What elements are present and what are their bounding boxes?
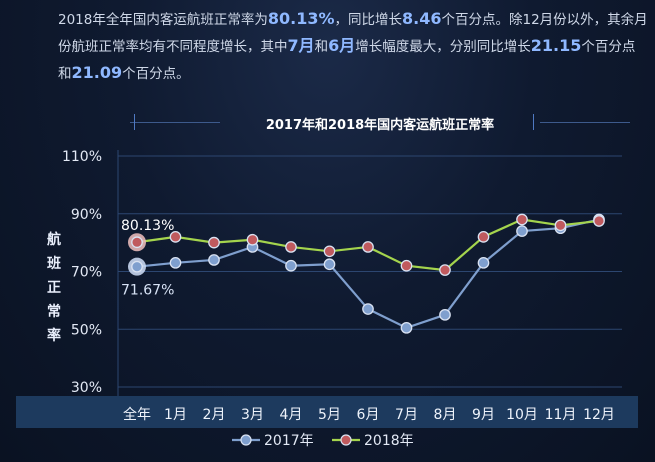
- x-tick-label: 7月: [395, 407, 418, 423]
- data-point-2017: [323, 258, 336, 271]
- intro-text-7: 个百分点。: [122, 66, 190, 82]
- x-tick-label: 2月: [203, 407, 226, 423]
- data-point-2018: [593, 215, 605, 227]
- intro-highlight-rate: 80.13%: [267, 9, 335, 28]
- data-point-2018: [285, 241, 297, 253]
- legend-label-2017: 2017年: [264, 433, 314, 449]
- legend-marker-2017: [240, 434, 252, 446]
- data-point-2018: [169, 231, 182, 243]
- intro-text-5: 增长幅度最大，分别同比增长: [355, 39, 531, 55]
- data-point-2017: [169, 256, 182, 269]
- y-tick-label: 110%: [62, 149, 102, 165]
- title-rule-left: [130, 122, 220, 123]
- data-point-2018: [516, 213, 528, 226]
- x-tick-label: 10月: [506, 407, 538, 423]
- y-tick-label: 50%: [71, 322, 102, 338]
- y-tick-label: 70%: [71, 265, 102, 281]
- x-tick-label: 12月: [583, 407, 615, 423]
- intro-highlight-july: 7月: [287, 36, 315, 55]
- title-tick-right: [533, 114, 534, 130]
- title-tick-left: [134, 114, 135, 130]
- data-point-2018: [477, 231, 490, 243]
- y-axis-label-char: 常: [47, 304, 61, 320]
- data-point-2017: [439, 308, 451, 321]
- data-point-2018: [362, 241, 374, 253]
- y-tick-label: 30%: [71, 380, 102, 396]
- intro-highlight-growth: 8.46: [402, 9, 442, 28]
- data-point-2018: [323, 245, 336, 258]
- legend-label-2018: 2018年: [364, 433, 414, 449]
- annotation-2018: 80.13%: [121, 218, 174, 234]
- chart-title-bar: 2017年和2018年国内客运航班正常率: [130, 112, 630, 134]
- x-tick-label: 3月: [241, 407, 264, 423]
- intro-text-6: 个百分点和: [58, 39, 636, 82]
- x-tick-label: 9月: [472, 407, 495, 423]
- data-point-2017: [400, 321, 413, 334]
- data-point-2018: [554, 219, 567, 232]
- intro-highlight-june: 6月: [328, 36, 356, 55]
- chart-title: 2017年和2018年国内客运航班正常率: [265, 118, 495, 133]
- data-point-2017: [362, 303, 374, 315]
- intro-highlight-july-growth: 21.15: [530, 36, 582, 55]
- data-point-2018: [400, 259, 413, 272]
- data-point-2017: [477, 256, 490, 269]
- y-axis-label: 航班正常率: [44, 228, 64, 348]
- x-tick-label: 5月: [318, 407, 341, 423]
- y-axis-label-char: 班: [47, 256, 61, 272]
- intro-highlight-june-growth: 21.09: [71, 63, 123, 82]
- x-tick-label: 6月: [357, 407, 380, 423]
- legend-marker-2018: [340, 434, 352, 446]
- data-point-2018: [439, 264, 451, 276]
- intro-text-3: 个百分点。除12月份以外，其余月份航班正常率均有不同程度增长，其中: [58, 12, 648, 55]
- data-point-2018: [208, 236, 220, 249]
- y-axis-label-char: 航: [47, 232, 61, 248]
- data-point-2017: [131, 260, 143, 273]
- data-point-2017: [285, 259, 297, 272]
- data-point-2018: [131, 236, 143, 249]
- intro-text-2: ，同比增长: [334, 12, 403, 28]
- x-axis-band: [16, 396, 638, 428]
- intro-paragraph: 2018年全年国内客运航班正常率为80.13%，同比增长8.46个百分点。除12…: [58, 6, 648, 87]
- annotation-2017: 71.67%: [121, 283, 174, 299]
- x-tick-label: 4月: [280, 407, 303, 423]
- y-tick-label: 90%: [71, 207, 102, 223]
- y-axis-label-char: 率: [47, 328, 61, 344]
- x-tick-label: 8月: [434, 407, 457, 423]
- x-tick-label: 11月: [545, 407, 577, 423]
- intro-text-1: 2018年全年国内客运航班正常率为: [58, 12, 268, 28]
- x-tick-label: 全年: [123, 406, 151, 423]
- intro-text-4: 和: [314, 39, 329, 55]
- data-point-2018: [246, 233, 259, 246]
- data-point-2017: [516, 225, 528, 237]
- data-point-2017: [208, 254, 220, 266]
- title-rule-right: [540, 122, 630, 123]
- y-axis-label-char: 正: [47, 280, 61, 296]
- x-tick-label: 1月: [164, 407, 187, 423]
